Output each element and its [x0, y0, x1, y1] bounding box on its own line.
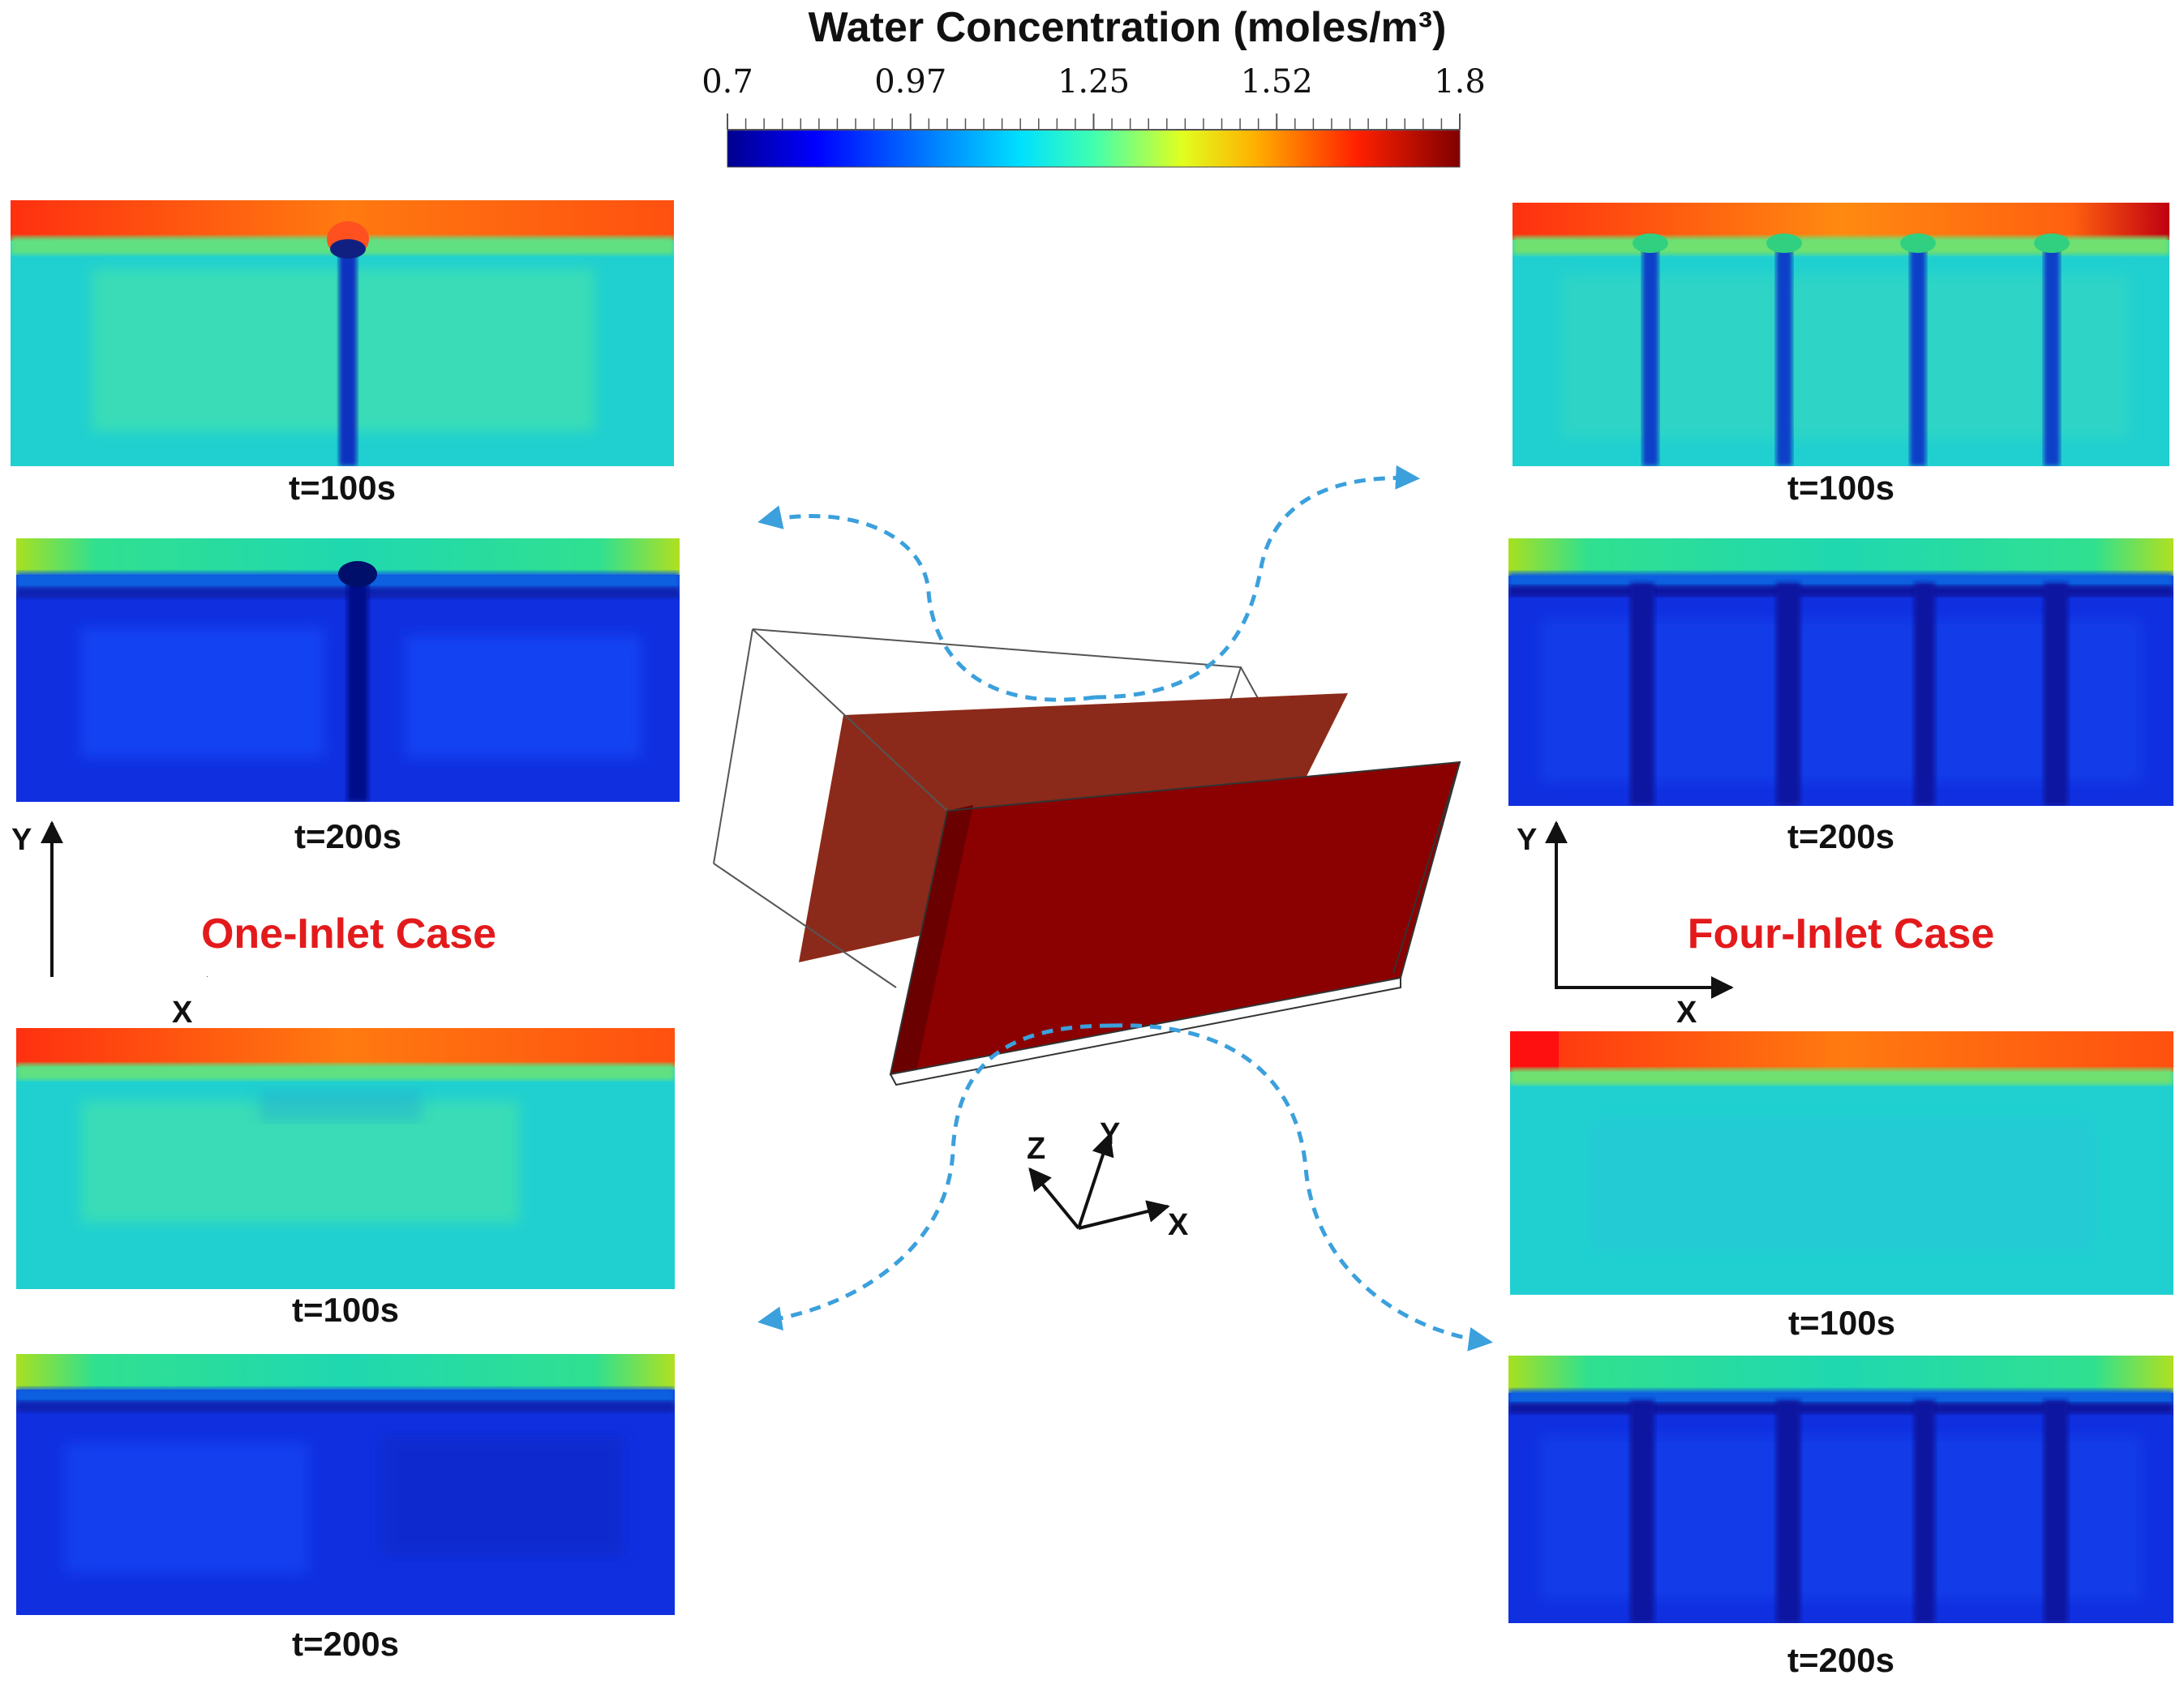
field-panel-left-3	[16, 1028, 675, 1289]
axis-y-label: Y	[1517, 823, 1538, 857]
colorbar-tick-label: 0.97	[874, 63, 947, 101]
inlet-channel	[339, 237, 357, 466]
colorbar-tick-label: 1.25	[1057, 63, 1131, 101]
plate-front	[890, 762, 1460, 1074]
domain-3d-view	[713, 628, 1461, 1086]
triad-x-label: X	[1168, 1208, 1189, 1242]
case-label-left: One-Inlet Case	[200, 910, 497, 958]
time-label: t=100s	[292, 1291, 399, 1329]
case-label-right: Four-Inlet Case	[1687, 910, 1995, 958]
time-label: t=100s	[289, 469, 396, 507]
colorbar-minor-ticks	[727, 114, 1461, 130]
field-panel-left-1	[11, 200, 674, 466]
axis-x-label: X	[1676, 996, 1697, 1030]
time-label: t=200s	[294, 817, 401, 855]
time-label: t=100s	[1788, 1304, 1895, 1342]
colorbar-title: Water Concentration (moles/m³)	[808, 4, 1447, 51]
triad-y-label: Y	[1100, 1117, 1121, 1151]
time-label: t=200s	[1787, 1641, 1894, 1679]
axis-y-label: Y	[11, 823, 32, 857]
colorbar-tick-label: 1.52	[1240, 63, 1313, 101]
arrow-top-left	[757, 505, 1096, 702]
colorbar-tick-label: 0.7	[702, 63, 753, 101]
arrow-top-right	[1094, 465, 1420, 700]
colorbar	[727, 114, 1461, 168]
axis-x-label: X	[172, 996, 193, 1030]
time-label: t=100s	[1787, 469, 1894, 507]
field-panel-right-4	[1508, 1356, 2173, 1623]
axis-triad-3d	[1028, 1133, 1170, 1230]
inlet-channels	[1642, 243, 2060, 466]
triad-z-label: Z	[1027, 1132, 1046, 1166]
time-label: t=200s	[292, 1625, 399, 1663]
field-panel-left-2	[16, 538, 680, 802]
field-panel-right-1	[1512, 203, 2169, 466]
field-panel-right-3	[1510, 1031, 2173, 1295]
colorbar-tick-label: 1.8	[1434, 63, 1486, 101]
axes-left	[41, 820, 230, 977]
time-label: t=200s	[1787, 817, 1894, 855]
field-panel-right-2	[1508, 538, 2173, 806]
arrow-bottom-left	[757, 1023, 1112, 1331]
axes-right	[1545, 820, 1734, 999]
field-panel-left-4	[16, 1354, 675, 1615]
arrow-bottom-right	[1110, 1023, 1493, 1352]
inlet-channel	[347, 571, 368, 802]
